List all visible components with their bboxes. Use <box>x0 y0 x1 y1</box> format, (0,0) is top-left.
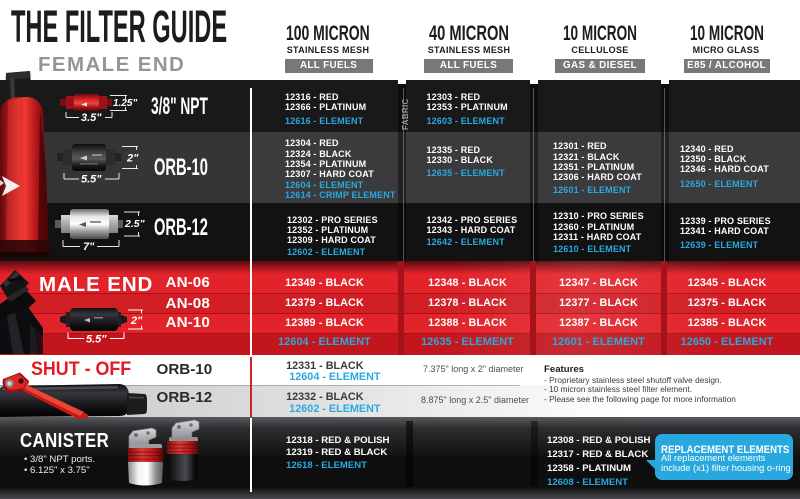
svg-text:2": 2" <box>130 315 143 327</box>
svg-text:2.5": 2.5" <box>124 218 146 230</box>
svg-text:2": 2" <box>126 153 139 165</box>
svg-text:1.25": 1.25" <box>113 98 137 109</box>
svg-text:5.5": 5.5" <box>86 334 107 346</box>
svg-text:7": 7" <box>83 241 95 253</box>
svg-text:3.5": 3.5" <box>81 112 102 124</box>
svg-text:5.5": 5.5" <box>81 174 102 186</box>
